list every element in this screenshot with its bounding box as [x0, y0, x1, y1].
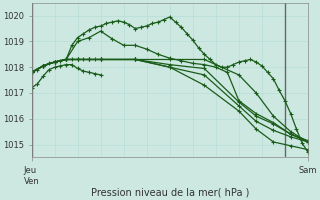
X-axis label: Pression niveau de la mer( hPa ): Pression niveau de la mer( hPa )	[91, 187, 249, 197]
